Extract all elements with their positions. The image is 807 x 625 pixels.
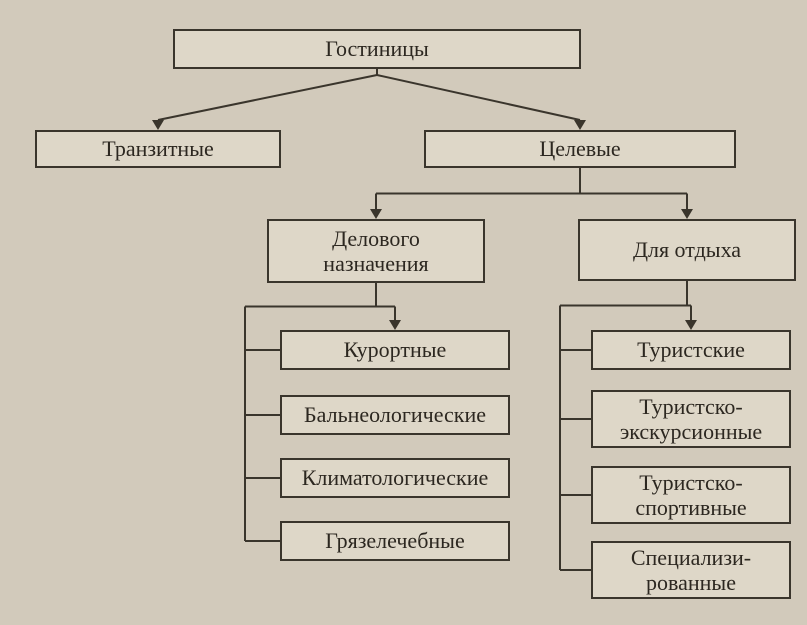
node-excursion: Туристско- экскурсионные: [591, 390, 791, 448]
node-business: Делового назначения: [267, 219, 485, 283]
node-label: Климатологические: [302, 465, 489, 490]
node-leisure: Для отдыха: [578, 219, 796, 281]
node-label: Для отдыха: [633, 237, 741, 262]
node-mud: Грязелечебные: [280, 521, 510, 561]
node-transit: Транзитные: [35, 130, 281, 168]
node-label: Транзитные: [102, 136, 214, 161]
node-sport: Туристско- спортивные: [591, 466, 791, 524]
node-label: Туристско- спортивные: [635, 470, 746, 521]
node-label: Бальнеологические: [304, 402, 486, 427]
node-label: Грязелечебные: [325, 528, 464, 553]
node-label: Туристские: [637, 337, 745, 362]
node-climate: Климатологические: [280, 458, 510, 498]
node-label: Специализи- рованные: [631, 545, 751, 596]
node-special: Специализи- рованные: [591, 541, 791, 599]
node-label: Курортные: [344, 337, 447, 362]
node-label: Туристско- экскурсионные: [620, 394, 762, 445]
node-label: Целевые: [539, 136, 620, 161]
node-label: Гостиницы: [325, 36, 429, 61]
node-tourist: Туристские: [591, 330, 791, 370]
node-label: Делового назначения: [323, 226, 428, 277]
node-balneo: Бальнеологические: [280, 395, 510, 435]
node-resort: Курортные: [280, 330, 510, 370]
node-root: Гостиницы: [173, 29, 581, 69]
node-target: Целевые: [424, 130, 736, 168]
